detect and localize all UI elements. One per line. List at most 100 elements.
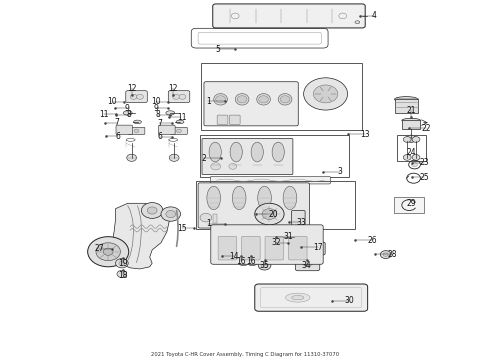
Circle shape — [304, 78, 347, 110]
Ellipse shape — [251, 142, 263, 162]
Text: 29: 29 — [406, 199, 416, 208]
Text: 34: 34 — [302, 261, 312, 270]
Text: 23: 23 — [419, 158, 429, 167]
FancyBboxPatch shape — [204, 82, 298, 126]
Ellipse shape — [209, 142, 221, 162]
Ellipse shape — [292, 296, 304, 300]
Ellipse shape — [214, 94, 227, 105]
Text: 22: 22 — [421, 123, 431, 132]
Text: 7: 7 — [157, 119, 162, 128]
Text: 28: 28 — [388, 250, 397, 259]
Text: 19: 19 — [118, 259, 128, 268]
Circle shape — [255, 203, 284, 225]
Ellipse shape — [258, 186, 271, 210]
Text: 12: 12 — [169, 84, 178, 93]
Circle shape — [258, 261, 271, 270]
Ellipse shape — [232, 186, 246, 210]
Ellipse shape — [286, 293, 310, 302]
FancyBboxPatch shape — [242, 236, 260, 260]
Ellipse shape — [272, 142, 284, 162]
Text: 1: 1 — [206, 219, 211, 228]
FancyBboxPatch shape — [171, 127, 187, 134]
Circle shape — [117, 270, 127, 278]
Circle shape — [172, 94, 179, 99]
Ellipse shape — [402, 118, 420, 123]
Ellipse shape — [176, 120, 184, 124]
Text: 35: 35 — [260, 261, 270, 270]
FancyBboxPatch shape — [168, 91, 190, 103]
Circle shape — [259, 96, 269, 103]
Text: 31: 31 — [283, 232, 293, 241]
Circle shape — [250, 260, 255, 264]
Text: 26: 26 — [367, 236, 377, 245]
Circle shape — [103, 248, 113, 255]
FancyBboxPatch shape — [217, 115, 228, 125]
Circle shape — [134, 129, 139, 133]
Circle shape — [176, 129, 181, 133]
Circle shape — [302, 257, 314, 266]
Text: 14: 14 — [229, 252, 239, 261]
Bar — [397, 135, 426, 161]
Ellipse shape — [207, 186, 220, 210]
Text: 2: 2 — [201, 154, 206, 163]
Circle shape — [200, 213, 212, 222]
Circle shape — [137, 94, 144, 99]
Circle shape — [406, 135, 416, 142]
FancyBboxPatch shape — [229, 115, 240, 125]
Text: 13: 13 — [360, 130, 369, 139]
Circle shape — [237, 96, 247, 103]
Ellipse shape — [278, 94, 292, 105]
Text: 1: 1 — [206, 96, 211, 105]
Bar — [394, 99, 418, 113]
Bar — [213, 214, 217, 223]
Bar — [402, 120, 420, 129]
Circle shape — [233, 255, 238, 259]
FancyBboxPatch shape — [301, 242, 325, 255]
FancyBboxPatch shape — [198, 183, 310, 228]
Text: 16: 16 — [236, 257, 246, 266]
Text: 33: 33 — [296, 218, 306, 227]
Circle shape — [238, 258, 249, 266]
Circle shape — [247, 258, 258, 266]
Circle shape — [96, 243, 121, 261]
Text: 27: 27 — [95, 244, 104, 253]
Circle shape — [279, 234, 289, 241]
Circle shape — [216, 96, 225, 103]
Ellipse shape — [394, 96, 418, 102]
Circle shape — [269, 238, 280, 247]
FancyBboxPatch shape — [255, 284, 368, 311]
Circle shape — [412, 136, 420, 142]
Text: 11: 11 — [177, 113, 186, 122]
Text: 18: 18 — [118, 271, 127, 280]
Text: 24: 24 — [406, 148, 416, 157]
FancyBboxPatch shape — [265, 236, 284, 260]
Text: 32: 32 — [271, 238, 281, 247]
FancyBboxPatch shape — [292, 211, 305, 229]
Circle shape — [166, 211, 175, 218]
Circle shape — [229, 163, 237, 169]
Ellipse shape — [230, 142, 243, 162]
Circle shape — [211, 163, 220, 170]
Text: 25: 25 — [419, 173, 429, 182]
Text: 6: 6 — [116, 132, 121, 141]
Text: 16: 16 — [246, 257, 256, 266]
Circle shape — [116, 258, 128, 268]
Bar — [201, 63, 362, 130]
Text: 10: 10 — [151, 97, 161, 106]
Text: 21: 21 — [406, 105, 416, 114]
Text: 9: 9 — [154, 104, 158, 113]
Circle shape — [130, 94, 137, 99]
FancyBboxPatch shape — [211, 225, 323, 264]
Circle shape — [119, 261, 125, 265]
Circle shape — [412, 162, 417, 167]
Circle shape — [88, 237, 129, 267]
Text: 2021 Toyota C-HR Cover Assembly, Timing C Diagram for 11310-37070: 2021 Toyota C-HR Cover Assembly, Timing … — [151, 352, 339, 357]
FancyBboxPatch shape — [289, 236, 307, 260]
Text: 20: 20 — [269, 210, 278, 219]
Circle shape — [230, 253, 241, 261]
Text: 5: 5 — [216, 45, 220, 54]
Circle shape — [179, 94, 186, 99]
Text: 8: 8 — [126, 110, 131, 119]
Text: 7: 7 — [115, 118, 120, 127]
Circle shape — [261, 263, 268, 268]
